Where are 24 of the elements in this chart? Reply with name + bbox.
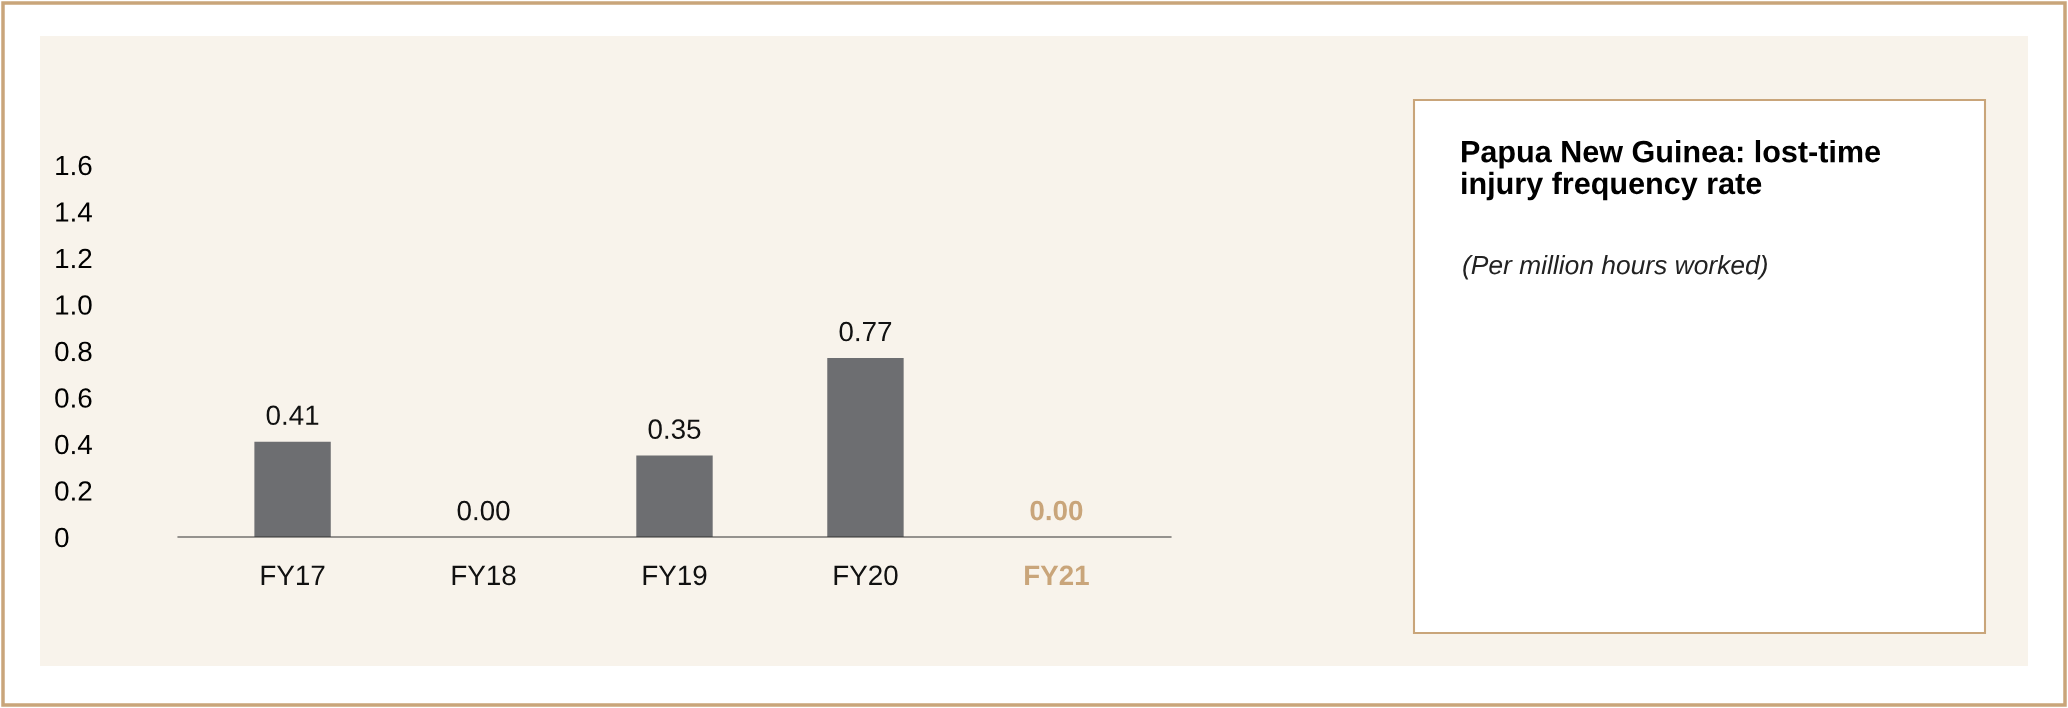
bar	[254, 441, 331, 537]
x-tick-label: FY19	[643, 565, 707, 586]
y-tick-label: 1.6	[56, 155, 92, 176]
y-tick-label: 1.2	[56, 248, 92, 269]
bar	[827, 357, 904, 537]
y-tick-label: 0.2	[55, 481, 92, 501]
y-tick-label: 0.4	[55, 434, 92, 455]
y-tick-label: 1.0	[56, 295, 92, 315]
x-tick-label: FY17	[261, 565, 325, 585]
text: (Per million hours worked)	[1463, 255, 1767, 280]
text: Papua New Guinea: lost-time injury frequency rate	[1462, 140, 1881, 201]
data-label: 0.00	[1030, 500, 1083, 521]
x-tick-label: FY20	[834, 565, 898, 586]
x-tick-label: FY21	[1025, 565, 1089, 585]
data-label: 0.41	[266, 405, 319, 426]
data-label: 0.35	[648, 419, 701, 440]
y-tick-label: 0.6	[55, 388, 92, 408]
y-tick-label: 0.8	[55, 341, 92, 362]
y-tick-label: 1.4	[56, 202, 92, 222]
x-tick-label: FY18	[452, 565, 516, 586]
data-label: 0.00	[457, 500, 510, 521]
data-label: 0.77	[839, 321, 892, 342]
bar	[636, 455, 713, 537]
y-tick-label: 0	[55, 527, 69, 548]
